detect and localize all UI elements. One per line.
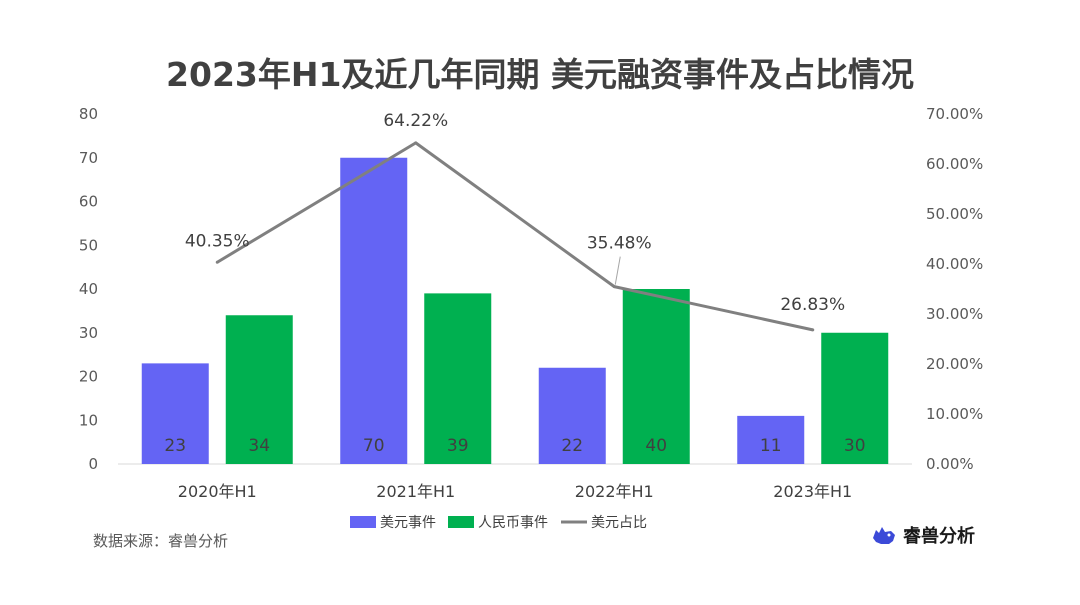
left-axis-tick-label: 60	[79, 193, 98, 211]
legend-swatch-rmb	[448, 516, 474, 528]
legend-label: 美元事件	[380, 515, 436, 531]
legend-swatch-usd	[350, 516, 376, 528]
legend-label: 人民币事件	[478, 515, 548, 531]
usd-share-point	[414, 141, 418, 145]
rhino-logo-icon	[873, 527, 895, 544]
data-source-note: 数据来源：睿兽分析	[93, 532, 229, 550]
bar-data-label: 40	[645, 436, 667, 456]
bar-data-label: 11	[760, 436, 782, 456]
bar-usd	[538, 367, 606, 464]
right-axis-tick-label: 0.00%	[926, 455, 974, 473]
bar-data-label: 23	[164, 436, 186, 456]
bar-data-label: 39	[447, 436, 469, 456]
right-axis-tick-label: 40.00%	[926, 255, 983, 273]
x-axis-category-label: 2020年H1	[178, 482, 257, 501]
bar-data-label: 70	[363, 436, 385, 456]
left-axis-tick-label: 10	[79, 411, 98, 429]
bar-data-label: 30	[844, 436, 866, 456]
x-axis-category-label: 2021年H1	[376, 482, 455, 501]
bar-data-label: 34	[248, 436, 270, 456]
bar-rmb	[622, 289, 690, 464]
right-axis-tick-label: 50.00%	[926, 205, 983, 223]
line-data-label: 64.22%	[383, 111, 448, 131]
usd-share-point	[811, 328, 815, 332]
left-axis-tick-label: 30	[79, 324, 98, 342]
bar-data-label: 22	[561, 436, 583, 456]
right-axis-tick-label: 10.00%	[926, 405, 983, 423]
chart-title: 2023年H1及近几年同期 美元融资事件及占比情况	[166, 55, 914, 94]
right-axis-tick-label: 30.00%	[926, 305, 983, 323]
left-axis-tick-label: 80	[79, 105, 98, 123]
bar-rmb	[424, 293, 492, 464]
bar-rmb	[821, 332, 889, 464]
left-axis-tick-label: 20	[79, 368, 98, 386]
right-axis-tick-label: 60.00%	[926, 155, 983, 173]
usd-share-line	[216, 141, 814, 332]
data-label-leader-line	[614, 256, 621, 285]
left-axis-tick-label: 0	[88, 455, 98, 473]
brand-logo: 睿兽分析	[871, 522, 975, 548]
left-axis-tick-label: 50	[79, 236, 98, 254]
bar-rmb	[225, 315, 293, 464]
x-axis-category-label: 2023年H1	[773, 482, 852, 501]
bar-usd	[340, 157, 408, 464]
bar-usd	[737, 415, 805, 464]
line-data-label: 26.83%	[780, 295, 845, 315]
usd-share-point	[612, 285, 616, 289]
bar-usd	[141, 363, 209, 464]
left-axis-tick-label: 40	[79, 280, 98, 298]
usd-share-point	[215, 260, 219, 264]
brand-name: 睿兽分析	[903, 526, 975, 547]
left-axis-tick-label: 70	[79, 149, 98, 167]
line-data-label: 35.48%	[587, 234, 652, 254]
right-axis-tick-label: 70.00%	[926, 105, 983, 123]
line-data-label: 40.35%	[185, 231, 250, 251]
legend-label: 美元占比	[591, 515, 647, 531]
x-axis-category-label: 2022年H1	[575, 482, 654, 501]
right-axis-tick-label: 20.00%	[926, 355, 983, 373]
